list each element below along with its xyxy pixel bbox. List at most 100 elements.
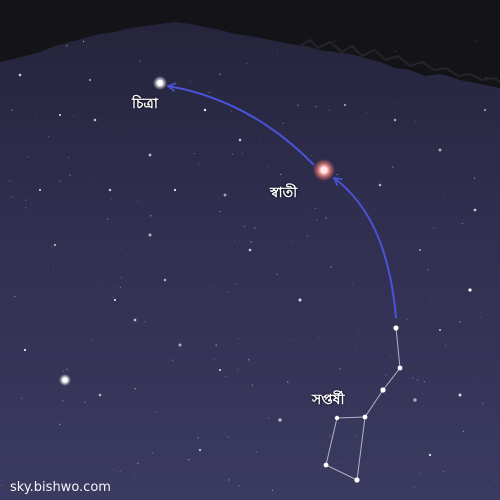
faint-star (286, 381, 289, 383)
faint-star (230, 110, 232, 112)
faint-star (139, 60, 141, 62)
faint-star (133, 474, 134, 476)
background-star (418, 248, 422, 252)
faint-star (66, 368, 68, 370)
faint-star (267, 417, 270, 419)
faint-star (214, 458, 216, 460)
background-star (218, 368, 222, 372)
faint-star (339, 367, 341, 370)
faint-star (208, 91, 211, 93)
faint-star (224, 432, 226, 434)
faint-star (351, 46, 353, 47)
background-star (53, 243, 57, 247)
faint-star (137, 306, 139, 307)
faint-star (328, 437, 330, 439)
faint-star (485, 76, 487, 79)
faint-star (188, 459, 190, 461)
background-star (39, 189, 41, 191)
horizon-ridge-texture (299, 38, 500, 83)
faint-star (193, 153, 195, 155)
faint-star (315, 105, 318, 108)
faint-star (250, 241, 252, 243)
faint-star (62, 370, 65, 373)
faint-star (318, 337, 319, 339)
faint-star (309, 84, 311, 86)
faint-star (215, 344, 217, 346)
faint-star (189, 80, 191, 82)
faint-star (25, 199, 26, 201)
faint-star (120, 276, 122, 279)
faint-star (73, 115, 75, 117)
faint-star (25, 207, 27, 209)
faint-star (172, 359, 174, 361)
faint-star (309, 104, 311, 106)
background-star (148, 233, 152, 237)
faint-star (123, 259, 125, 261)
faint-star (68, 156, 70, 159)
faint-star (385, 374, 387, 376)
background-star (298, 298, 302, 302)
faint-star (152, 452, 154, 454)
faint-star (0, 261, 1, 263)
faint-star (260, 141, 262, 143)
faint-star (326, 43, 328, 44)
background-star (93, 118, 97, 122)
background-star (203, 108, 207, 112)
faint-star (427, 269, 429, 271)
background-star (484, 109, 486, 111)
background-star (378, 183, 382, 187)
faint-star (69, 174, 71, 176)
site-watermark: sky.bishwo.com (10, 480, 111, 495)
faint-star (351, 283, 353, 285)
faint-star (392, 166, 394, 168)
background-star (178, 343, 182, 347)
faint-star (276, 273, 278, 276)
faint-star (488, 487, 489, 489)
faint-star (146, 95, 147, 97)
faint-star (321, 466, 323, 468)
faint-star (113, 469, 115, 471)
faint-star (486, 120, 488, 122)
faint-star (480, 316, 482, 318)
faint-star (474, 40, 476, 42)
faint-star (267, 166, 269, 168)
faint-star (292, 340, 294, 342)
background-star (438, 148, 442, 152)
faint-star (329, 435, 331, 437)
faint-star (389, 354, 391, 356)
faint-star (282, 122, 284, 125)
faint-star (227, 291, 229, 293)
faint-star (336, 173, 338, 176)
faint-star (227, 436, 229, 438)
background-star (473, 208, 477, 212)
faint-star (394, 101, 396, 103)
background-star (428, 453, 432, 457)
background-star (173, 188, 177, 192)
arc-arrow-to-swati (334, 178, 397, 319)
background-star (108, 188, 112, 192)
faint-star (84, 401, 86, 403)
faint-star (365, 263, 367, 265)
faint-star (356, 436, 358, 438)
faint-star (263, 468, 265, 470)
background-stars (0, 40, 490, 495)
faint-star (6, 151, 8, 152)
faint-star (31, 201, 33, 203)
background-star (393, 118, 397, 122)
faint-star (482, 402, 484, 405)
bright-star-left (62, 377, 68, 383)
faint-star (237, 369, 239, 371)
background-star (439, 329, 441, 331)
faint-star (53, 265, 55, 267)
faint-star (119, 471, 121, 473)
background-star (248, 248, 252, 252)
faint-star (213, 358, 216, 360)
background-star (413, 398, 417, 402)
faint-star (277, 297, 279, 299)
faint-star (255, 450, 258, 453)
faint-star (237, 337, 239, 340)
background-star (278, 418, 282, 422)
faint-star (243, 225, 245, 228)
saptarshi-constellation-lines (325, 327, 401, 481)
saptarshi-stars (323, 325, 403, 483)
